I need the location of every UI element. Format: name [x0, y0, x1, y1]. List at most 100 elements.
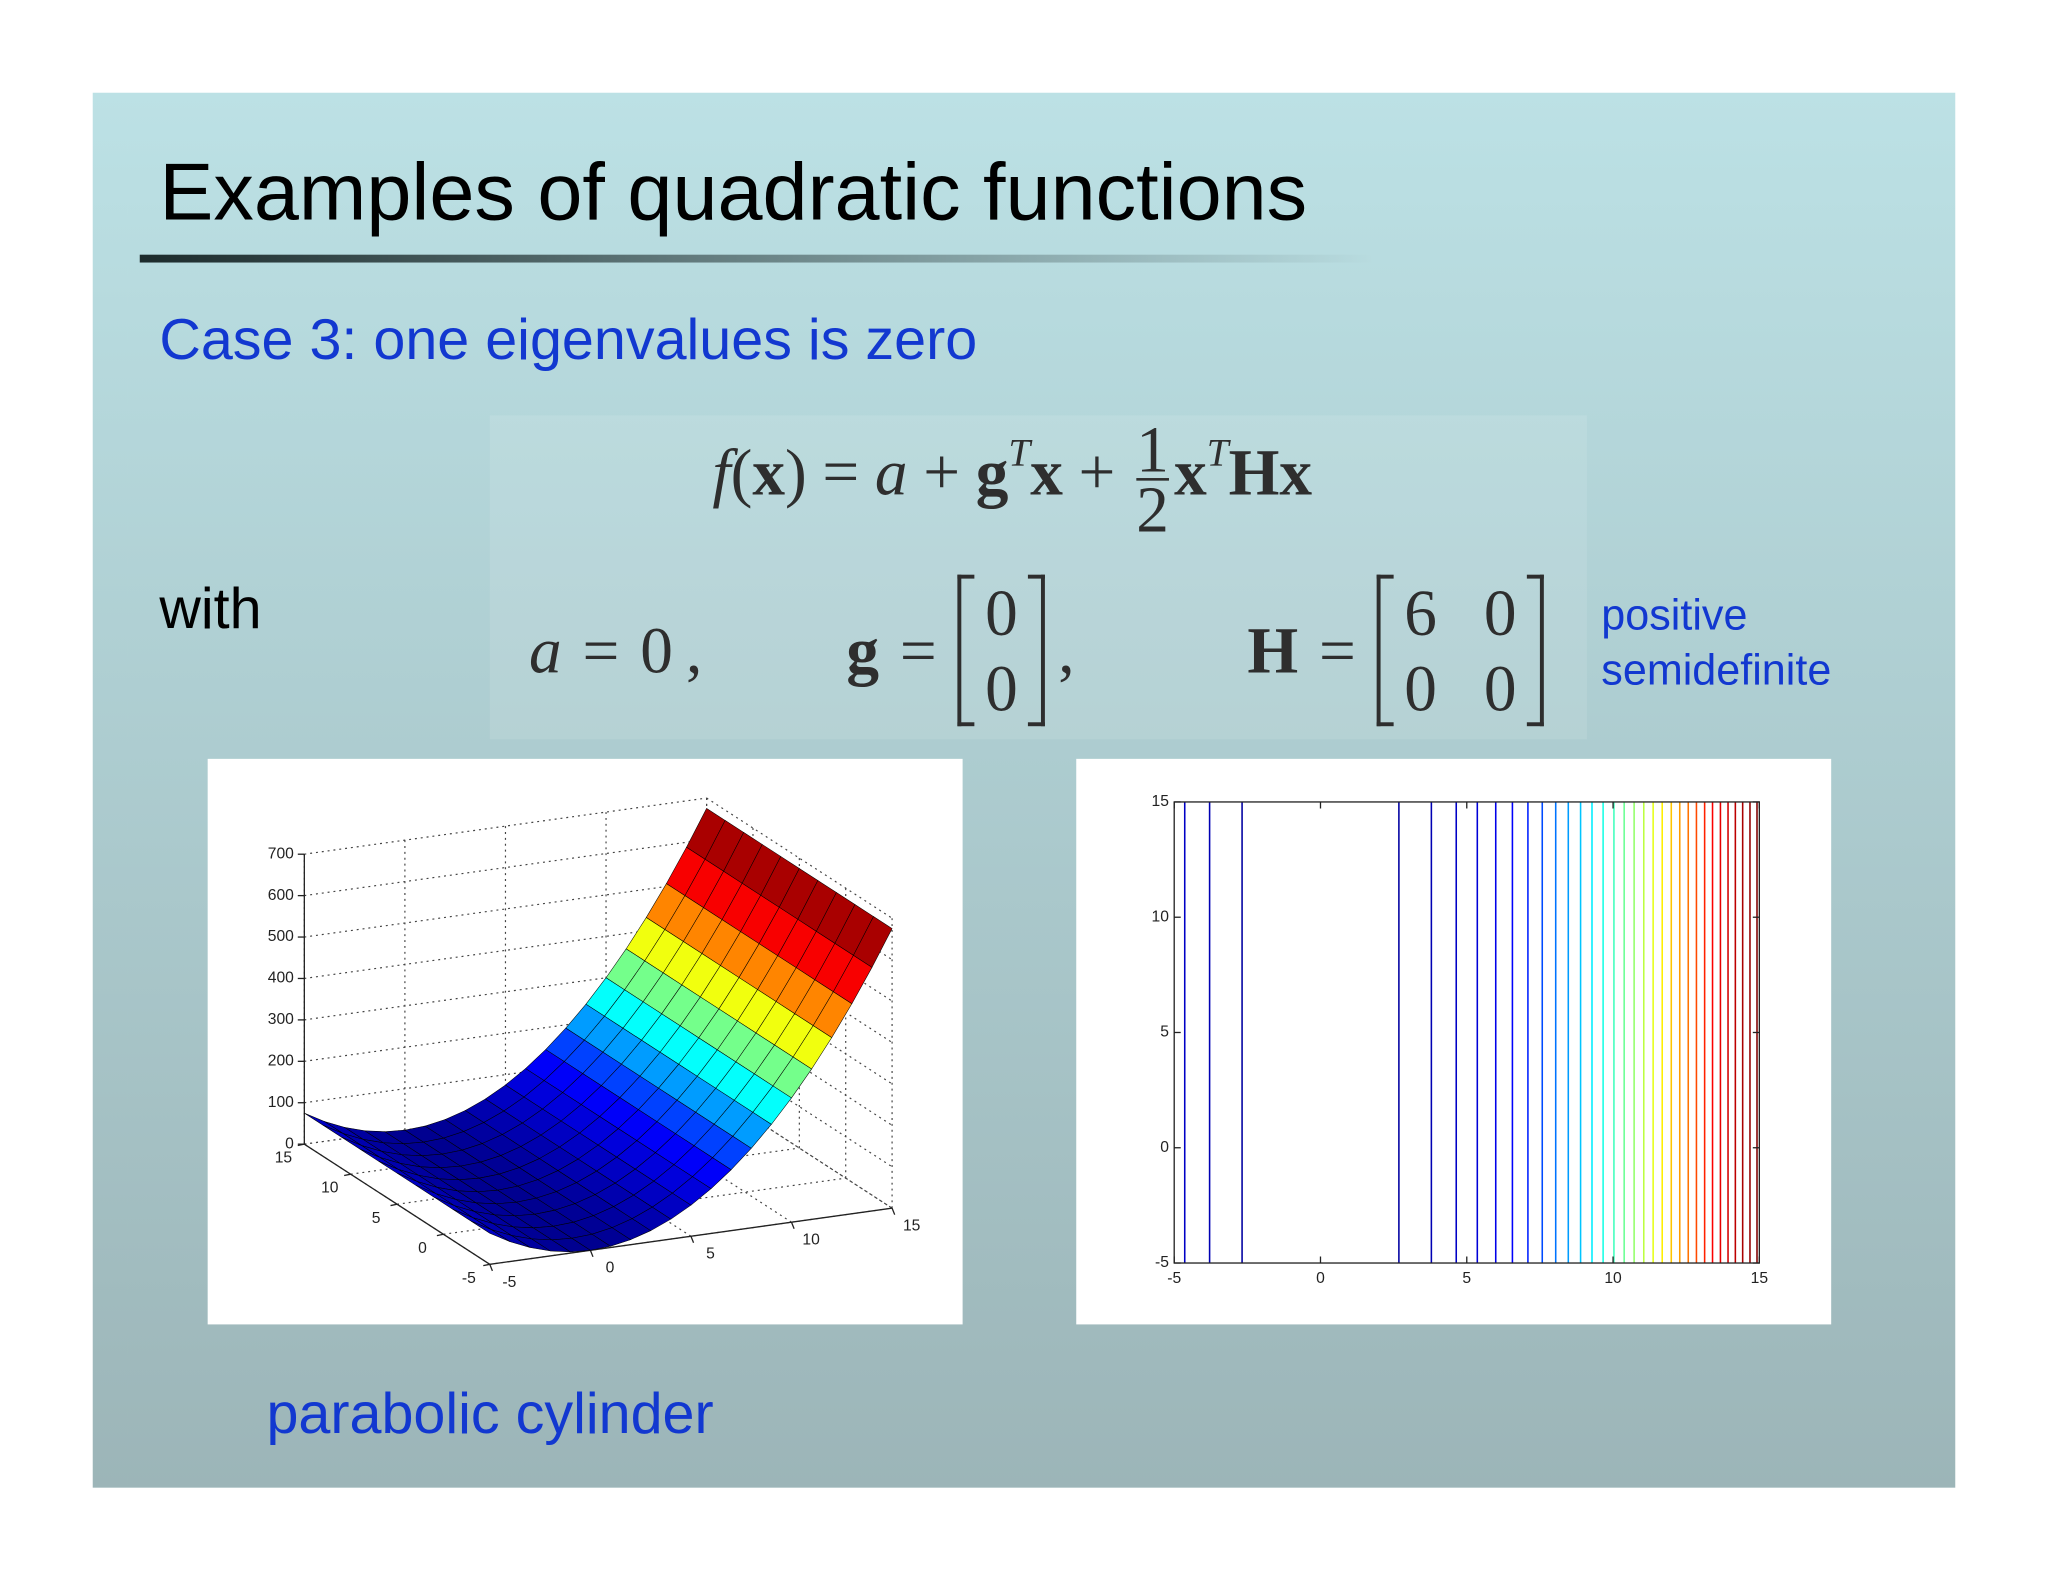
y-tick-label: 0: [1160, 1139, 1169, 1156]
x-tick-label: 10: [802, 1232, 820, 1249]
y-tick-label: -5: [1155, 1254, 1169, 1271]
formula: f(x) = a + gTx +1 2 xTHx: [0, 412, 2024, 546]
y-tick-label: 15: [275, 1150, 293, 1167]
bracket: [1028, 574, 1046, 727]
definition-name: a: [528, 613, 562, 688]
matrix-entry: 0: [985, 651, 1018, 725]
bracket: [957, 574, 975, 727]
x-tick-label: 0: [1316, 1270, 1325, 1287]
matrix-entry: 0: [985, 575, 1018, 650]
denominator: 2: [1136, 472, 1169, 546]
z-tick-label: 700: [268, 845, 294, 862]
tick-mark: [589, 1250, 594, 1258]
formula-symbol: T: [1008, 431, 1031, 475]
matrix-entry: 0: [1483, 651, 1517, 725]
x-tick-label: 15: [903, 1218, 921, 1235]
grid-line: [706, 797, 893, 919]
x-tick-label: 5: [1462, 1270, 1471, 1287]
definition-name: H: [1247, 613, 1299, 688]
formula-symbol: a: [874, 435, 908, 509]
definition: a = 0,: [529, 572, 702, 729]
numerator: 1: [1136, 412, 1169, 486]
formula-symbol: x: [752, 435, 785, 509]
tick-mark: [790, 1221, 795, 1229]
note: positive semidefinite: [1601, 588, 1831, 698]
separator: ,: [1058, 613, 1075, 688]
equals: =: [1319, 613, 1356, 688]
y-tick-label: 5: [372, 1210, 381, 1227]
x-tick-label: 5: [706, 1246, 715, 1263]
z-tick-label: 600: [268, 887, 294, 904]
x-tick-label: 0: [606, 1260, 615, 1277]
y-tick-label: 15: [1152, 793, 1170, 810]
tick-mark: [483, 1263, 490, 1267]
scalar-value: 0: [640, 613, 673, 688]
z-tick-label: 400: [268, 970, 294, 987]
tick-mark: [297, 1143, 305, 1147]
formula-symbol: g: [975, 435, 1009, 509]
formula-symbol: =: [822, 435, 860, 509]
contour-plot: -5 0 5 10 15 -5 0 5 10 15: [1152, 793, 1769, 1287]
formula-symbol: T: [1206, 431, 1229, 475]
bracket: [1376, 574, 1394, 727]
z-tick-label: 100: [268, 1094, 294, 1111]
formula-symbol: x: [1030, 435, 1063, 509]
formula-symbol: +: [923, 435, 961, 509]
matrix-entry: 0: [1483, 575, 1517, 650]
x-tick-label: 15: [1751, 1270, 1769, 1287]
note-line: positive: [1601, 590, 1748, 639]
surface-plot: 0 100 200 300 400 500 600 700 -5 0 5 10 15 -5 0 5 10 15: [268, 797, 921, 1291]
bracket: [1526, 574, 1544, 727]
tick-mark: [344, 1173, 351, 1177]
tick-mark: [891, 1207, 896, 1215]
z-tick-label: 300: [268, 1011, 294, 1028]
z-tick-label: 500: [268, 928, 294, 945]
y-tick-label: 10: [321, 1180, 339, 1197]
formula-symbol: ): [784, 435, 807, 509]
definition: g = 0 0,: [846, 572, 1075, 729]
z-tick-label: 200: [268, 1052, 294, 1069]
subtitle: Case 3: one eigenvalues is zero: [159, 308, 978, 373]
equals: =: [899, 613, 937, 688]
y-tick-label: 10: [1152, 908, 1170, 925]
surface-facet: [471, 1220, 511, 1242]
z-tick-label: 0: [285, 1135, 294, 1152]
x-tick-label: 10: [1604, 1270, 1622, 1287]
tick-mark: [390, 1203, 398, 1207]
matrix-entry: 6: [1404, 575, 1437, 650]
formula-symbol: H: [1228, 435, 1280, 509]
formula-symbol: +: [1078, 435, 1116, 509]
x-tick-label: -5: [502, 1274, 516, 1291]
slide-title: Examples of quadratic functions: [159, 147, 1308, 238]
definition: H = 6 0 0 0: [1247, 572, 1544, 729]
formula-symbol: x: [1279, 435, 1313, 509]
separator: ,: [685, 613, 703, 688]
y-tick-label: 0: [418, 1240, 427, 1257]
title-underline: [139, 254, 1375, 263]
formula-symbol: x: [1174, 435, 1207, 509]
equals: =: [582, 613, 620, 688]
tick-mark: [489, 1264, 494, 1272]
matrix-entry: 0: [1404, 651, 1437, 725]
formula-symbol: (: [730, 435, 753, 509]
formula-symbol: f: [712, 435, 731, 509]
note-line: semidefinite: [1601, 645, 1832, 694]
contour-panel: [1076, 758, 1832, 1325]
with-label: with: [159, 577, 262, 642]
caption: parabolic cylinder: [266, 1381, 714, 1446]
y-tick-label: 5: [1160, 1024, 1169, 1041]
definition-name: g: [846, 613, 880, 688]
tick-mark: [436, 1233, 444, 1237]
tick-mark: [690, 1236, 695, 1244]
y-tick-label: -5: [462, 1270, 476, 1287]
x-tick-label: -5: [1167, 1270, 1181, 1287]
